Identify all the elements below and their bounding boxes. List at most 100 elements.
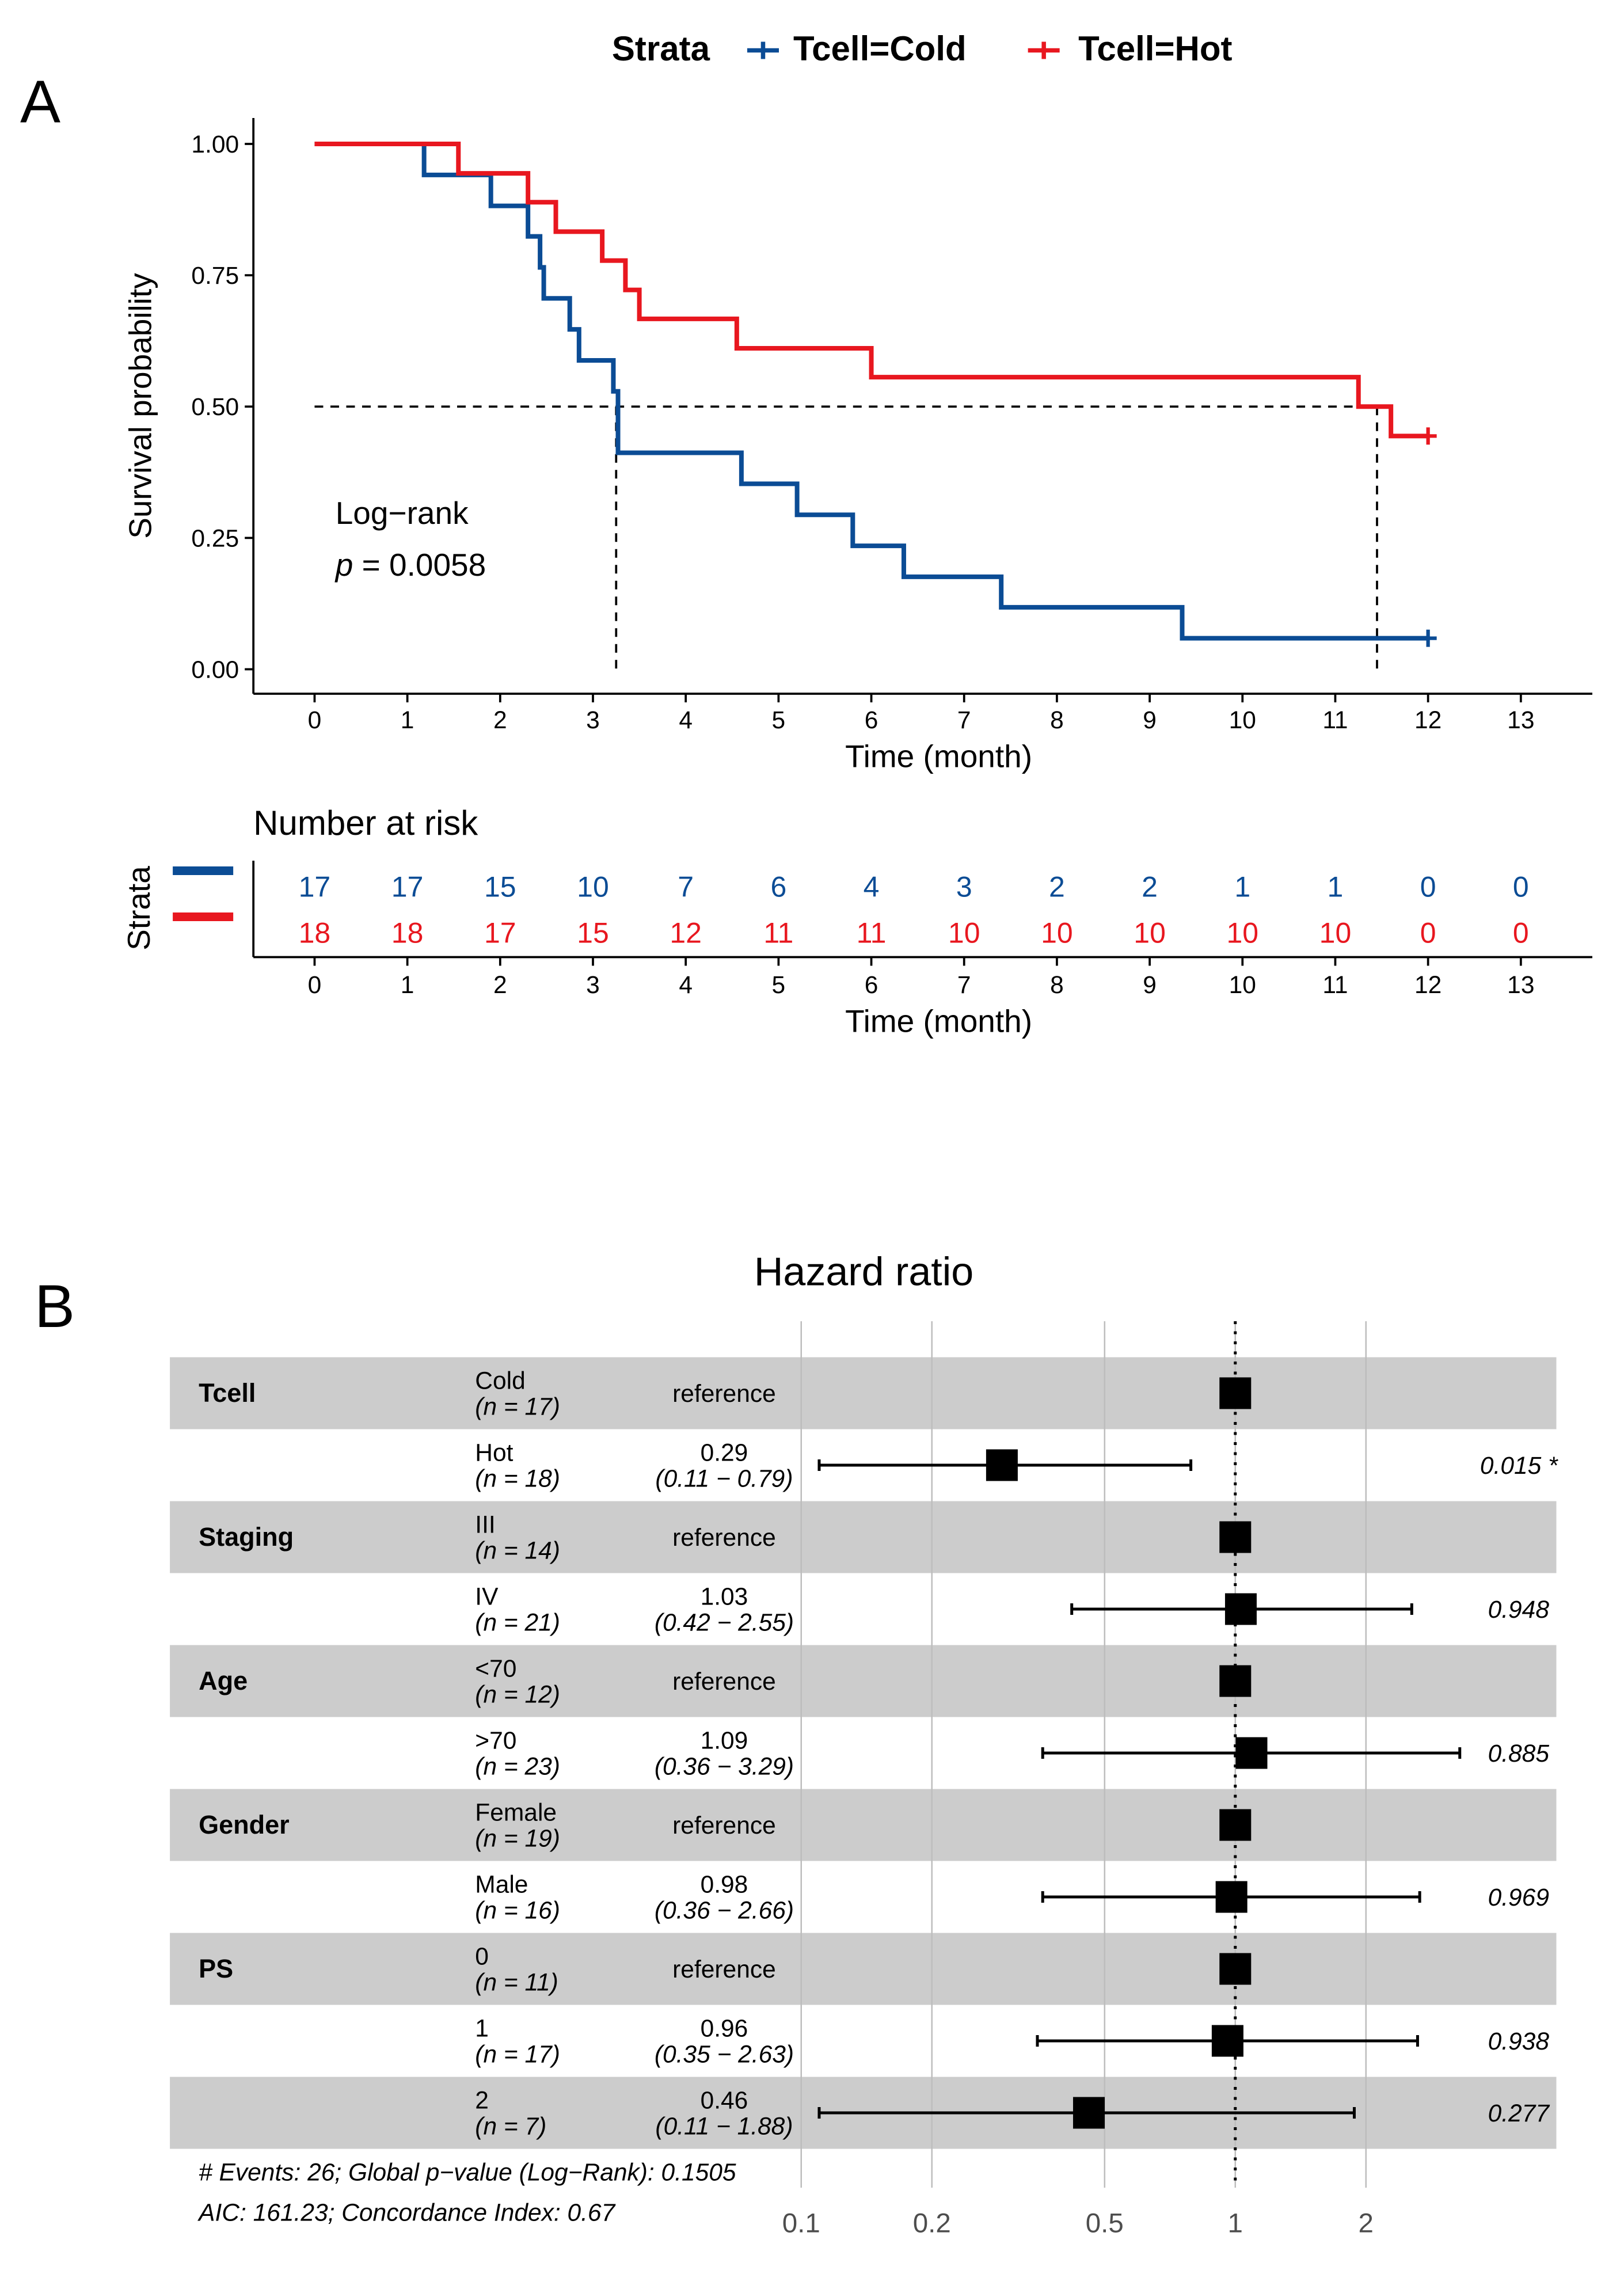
panel-label-b: B [35, 1273, 75, 1340]
km-x-tick-label: 6 [865, 707, 878, 734]
forest-hr-value: 0.96 [701, 2016, 748, 2043]
logrank-p-symbol: p [334, 547, 353, 583]
forest-n-label: (n = 7) [475, 2113, 546, 2140]
km-legend: Strata Tcell=Cold Tcell=Hot [612, 29, 1233, 68]
risk-cell: 17 [484, 917, 516, 949]
forest-x-tick-label: 1 [1228, 2208, 1243, 2239]
risk-table-title: Number at risk [253, 804, 478, 842]
risk-cell: 11 [857, 917, 887, 949]
forest-n-label: (n = 21) [475, 1610, 560, 1637]
forest-point-estimate [1219, 1665, 1252, 1697]
forest-level-label: III [475, 1512, 495, 1539]
km-x-tick-label: 9 [1143, 707, 1157, 734]
forest-row: Male(n = 16) 0.98(0.36 − 2.66) 0.969 [475, 1872, 1549, 1925]
forest-plot: Hazard ratio Tcell Cold(n = 17) referenceH… [170, 1249, 1558, 2239]
risk-x-tick-label: 7 [957, 972, 971, 999]
forest-n-label: (n = 17) [475, 2041, 560, 2069]
forest-footnote-events: # Events: 26; Global p−value (Log−Rank):… [199, 2159, 736, 2187]
forest-level-label: 2 [475, 2088, 489, 2115]
forest-level-label: Cold [475, 1368, 525, 1395]
forest-p-value: 0.015 * [1480, 1453, 1558, 1480]
forest-point-estimate [1219, 1377, 1252, 1409]
risk-cell: 0 [1420, 871, 1436, 903]
legend-title: Strata [612, 29, 710, 68]
forest-p-value: 0.969 [1488, 1884, 1549, 1911]
risk-cell: 18 [391, 917, 424, 949]
forest-n-label: (n = 23) [475, 1754, 560, 1781]
km-x-tick-label: 1 [401, 707, 414, 734]
forest-n-label: (n = 12) [475, 1682, 560, 1709]
risk-cell: 15 [484, 871, 516, 903]
risk-cell: 7 [678, 871, 694, 903]
forest-level-label: Female [475, 1800, 557, 1827]
forest-hr-value: 0.29 [701, 1440, 748, 1467]
forest-level-label: 1 [475, 2016, 489, 2043]
forest-row: Gender Female(n = 19) reference [199, 1800, 1252, 1853]
risk-cell: 17 [299, 871, 331, 903]
forest-x-ticks: 0.1 0.2 0.5 1 2 [782, 2208, 1374, 2239]
forest-ci-value: (0.11 − 1.88) [655, 2113, 793, 2140]
risk-x-tick-label: 8 [1050, 972, 1064, 999]
forest-ci-value: (0.36 − 2.66) [655, 1898, 794, 1925]
forest-row-band [170, 1933, 1557, 2005]
risk-cell: 10 [577, 871, 609, 903]
forest-row-band [170, 1789, 1557, 1861]
forest-x-tick-label: 0.1 [782, 2208, 820, 2239]
km-y-tick-label: 0.75 [191, 263, 239, 290]
forest-n-label: (n = 19) [475, 1826, 560, 1853]
risk-cell: 0 [1420, 917, 1436, 949]
km-x-tick-label: 7 [957, 707, 971, 734]
risk-cell: 17 [391, 871, 424, 903]
forest-n-label: (n = 14) [475, 1538, 560, 1565]
km-y-tick-label: 0.00 [191, 657, 239, 684]
forest-x-tick-label: 0.2 [913, 2208, 951, 2239]
km-curves [314, 142, 1437, 647]
forest-row: >70(n = 23) 1.09(0.36 − 3.29) 0.885 [475, 1728, 1549, 1781]
forest-row: PS 0(n = 11) reference [199, 1944, 1252, 1997]
km-x-tick-label: 12 [1414, 707, 1442, 734]
km-x-tick-label: 2 [493, 707, 507, 734]
forest-p-value: 0.277 [1488, 2100, 1550, 2127]
forest-n-label: (n = 11) [475, 1969, 558, 1997]
forest-x-tick-label: 0.5 [1086, 2208, 1124, 2239]
risk-cell: 18 [299, 917, 331, 949]
km-x-tick-label: 0 [308, 707, 322, 734]
km-x-tick-label: 4 [679, 707, 693, 734]
forest-hr-value: 0.46 [701, 2088, 748, 2115]
risk-x-tick-label: 11 [1322, 972, 1348, 999]
km-curve-cold [314, 142, 1428, 641]
forest-hr-value: reference [672, 1524, 776, 1552]
forest-row-band [170, 1645, 1557, 1717]
logrank-label: Log−rank [336, 495, 469, 531]
forest-p-value: 0.885 [1488, 1740, 1550, 1767]
km-y-tick-label: 1.00 [191, 131, 239, 158]
forest-level-label: Male [475, 1872, 528, 1899]
risk-x-tick-label: 0 [308, 972, 322, 999]
forest-level-label: Hot [475, 1440, 513, 1467]
forest-point-estimate [1215, 1881, 1248, 1913]
risk-cell: 6 [770, 871, 786, 903]
risk-x-tick-label: 13 [1507, 972, 1534, 999]
risk-x-ticks: 0 1 2 3 4 5 6 7 8 9 10 11 12 13 [308, 957, 1534, 999]
risk-cell: 2 [1142, 871, 1158, 903]
forest-n-label: (n = 16) [475, 1898, 560, 1925]
legend-key-hot [1028, 41, 1060, 59]
risk-cell: 1 [1234, 871, 1250, 903]
risk-x-tick-label: 10 [1229, 972, 1256, 999]
forest-row: IV(n = 21) 1.03(0.42 − 2.55) 0.948 [475, 1584, 1549, 1637]
forest-ci-value: (0.42 − 2.55) [655, 1610, 794, 1637]
risk-x-tick-label: 5 [772, 972, 786, 999]
forest-row: Staging III(n = 14) reference [199, 1512, 1252, 1565]
risk-x-tick-label: 3 [586, 972, 600, 999]
risk-cell: 11 [763, 917, 793, 949]
forest-ci-value: (0.36 − 3.29) [655, 1754, 794, 1781]
forest-hr-value: 1.03 [701, 1584, 748, 1611]
forest-x-tick-label: 2 [1359, 2208, 1374, 2239]
forest-row: Age <70(n = 12) reference [199, 1656, 1252, 1709]
forest-hr-value: 0.98 [701, 1872, 748, 1899]
risk-cells: 17 17 15 10 7 6 4 3 2 2 1 1 0 018 18 17 15 12 11 11 10 10 10 10… [299, 871, 1529, 949]
forest-variable-label: Tcell [199, 1378, 256, 1408]
logrank-p-value: p = 0.0058 [334, 547, 486, 583]
